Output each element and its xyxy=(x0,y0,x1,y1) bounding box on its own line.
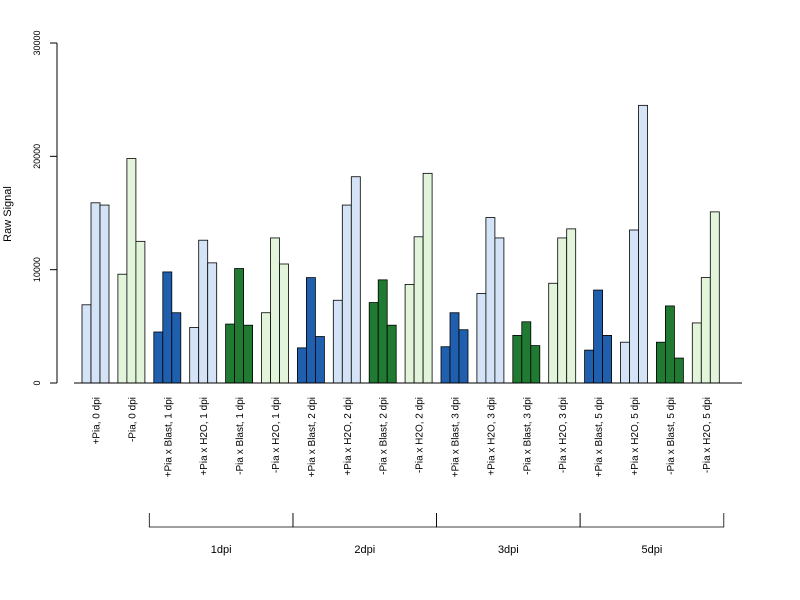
x-tick-label: -Pia x Blast, 2 dpi xyxy=(379,397,390,475)
x-tick-label: -Pia x Blast, 3 dpi xyxy=(522,397,533,475)
bar xyxy=(207,262,218,384)
bar xyxy=(90,202,101,384)
x-tick-label: +Pia x Blast, 3 dpi xyxy=(451,397,462,477)
bar xyxy=(314,336,325,384)
y-axis: 0 10000 20000 30000 xyxy=(32,30,58,386)
bar xyxy=(566,228,577,384)
bar xyxy=(117,273,128,384)
bar xyxy=(449,312,460,384)
bar xyxy=(620,341,630,384)
bar xyxy=(584,349,594,384)
x-tick-label: +Pia x H2O, 1 dpi xyxy=(199,397,210,476)
bar xyxy=(350,176,361,384)
bar xyxy=(171,312,182,384)
group-bracket xyxy=(292,513,438,528)
x-tick-label: -Pia x Blast, 1 dpi xyxy=(235,397,246,475)
bar xyxy=(485,217,496,384)
x-tick-label: -Pia x H2O, 1 dpi xyxy=(271,397,282,473)
bar xyxy=(521,321,532,384)
bar xyxy=(386,324,397,384)
bar xyxy=(135,240,146,384)
bar xyxy=(225,323,236,384)
x-tick-label: +Pia x Blast, 2 dpi xyxy=(307,397,318,477)
y-tick-label: 30000 xyxy=(32,30,42,55)
bar xyxy=(234,268,245,384)
bar xyxy=(126,158,137,384)
bar xyxy=(422,172,433,384)
group-brackets: 1dpi 2dpi 3dpi 5dpi xyxy=(148,513,725,556)
bar xyxy=(368,302,379,384)
group-label: 2dpi xyxy=(354,544,375,556)
group-label: 3dpi xyxy=(498,544,519,556)
group-label: 1dpi xyxy=(211,544,232,556)
bar xyxy=(440,346,451,384)
bar xyxy=(638,104,648,384)
x-tick-label: +Pia x Blast, 5 dpi xyxy=(594,397,605,477)
bar xyxy=(305,277,316,384)
bar xyxy=(261,312,271,384)
bar xyxy=(162,271,173,384)
bar xyxy=(81,304,92,384)
bar xyxy=(153,331,164,384)
group-bracket xyxy=(579,513,725,528)
x-tick-label: -Pia, 0 dpi xyxy=(127,397,138,442)
group-bracket xyxy=(148,513,294,528)
bar xyxy=(665,305,675,384)
y-tick-label: 10000 xyxy=(32,257,42,282)
bar xyxy=(189,327,200,384)
x-tick-label: +Pia x H2O, 3 dpi xyxy=(486,397,497,476)
x-tick-label: +Pia x H2O, 2 dpi xyxy=(343,397,354,476)
x-tick-label: -Pia x Blast, 5 dpi xyxy=(666,397,677,475)
bar xyxy=(332,299,343,384)
bar xyxy=(404,283,415,384)
bar xyxy=(629,229,639,384)
bar xyxy=(198,239,209,384)
bar xyxy=(548,282,559,384)
y-axis-label: Raw Signal xyxy=(2,186,14,242)
group-bracket xyxy=(436,513,581,528)
bar xyxy=(279,263,289,384)
bar xyxy=(656,341,666,384)
x-tick-label: +Pia x Blast, 1 dpi xyxy=(163,397,174,477)
bar xyxy=(296,347,307,384)
x-tick-labels: +Pia, 0 dpi -Pia, 0 dpi +Pia x Blast, 1 dp… xyxy=(92,397,713,477)
bar xyxy=(413,236,424,384)
bar xyxy=(494,237,505,384)
x-tick-label: +Pia, 0 dpi xyxy=(92,397,103,445)
x-tick-label: -Pia x H2O, 3 dpi xyxy=(558,397,569,473)
bar xyxy=(700,277,711,384)
bar xyxy=(557,237,568,384)
bar xyxy=(691,322,702,384)
bar xyxy=(243,324,254,384)
x-tick-label: -Pia x H2O, 5 dpi xyxy=(702,397,713,473)
x-tick-label: -Pia x H2O, 2 dpi xyxy=(415,397,426,473)
bar xyxy=(674,357,684,384)
bar xyxy=(593,289,603,384)
bar xyxy=(602,334,612,384)
y-tick-label: 0 xyxy=(32,380,42,385)
bar xyxy=(341,204,352,384)
x-tick-label: +Pia x H2O, 5 dpi xyxy=(630,397,641,476)
bar xyxy=(476,293,487,384)
bar xyxy=(530,345,541,384)
bar xyxy=(512,334,523,384)
bar xyxy=(458,329,469,384)
bar xyxy=(709,211,720,384)
bar xyxy=(377,279,388,384)
bar xyxy=(270,237,280,384)
y-tick-label: 20000 xyxy=(32,144,42,169)
group-label: 5dpi xyxy=(642,544,663,556)
bar xyxy=(99,204,110,384)
bars xyxy=(81,104,720,384)
